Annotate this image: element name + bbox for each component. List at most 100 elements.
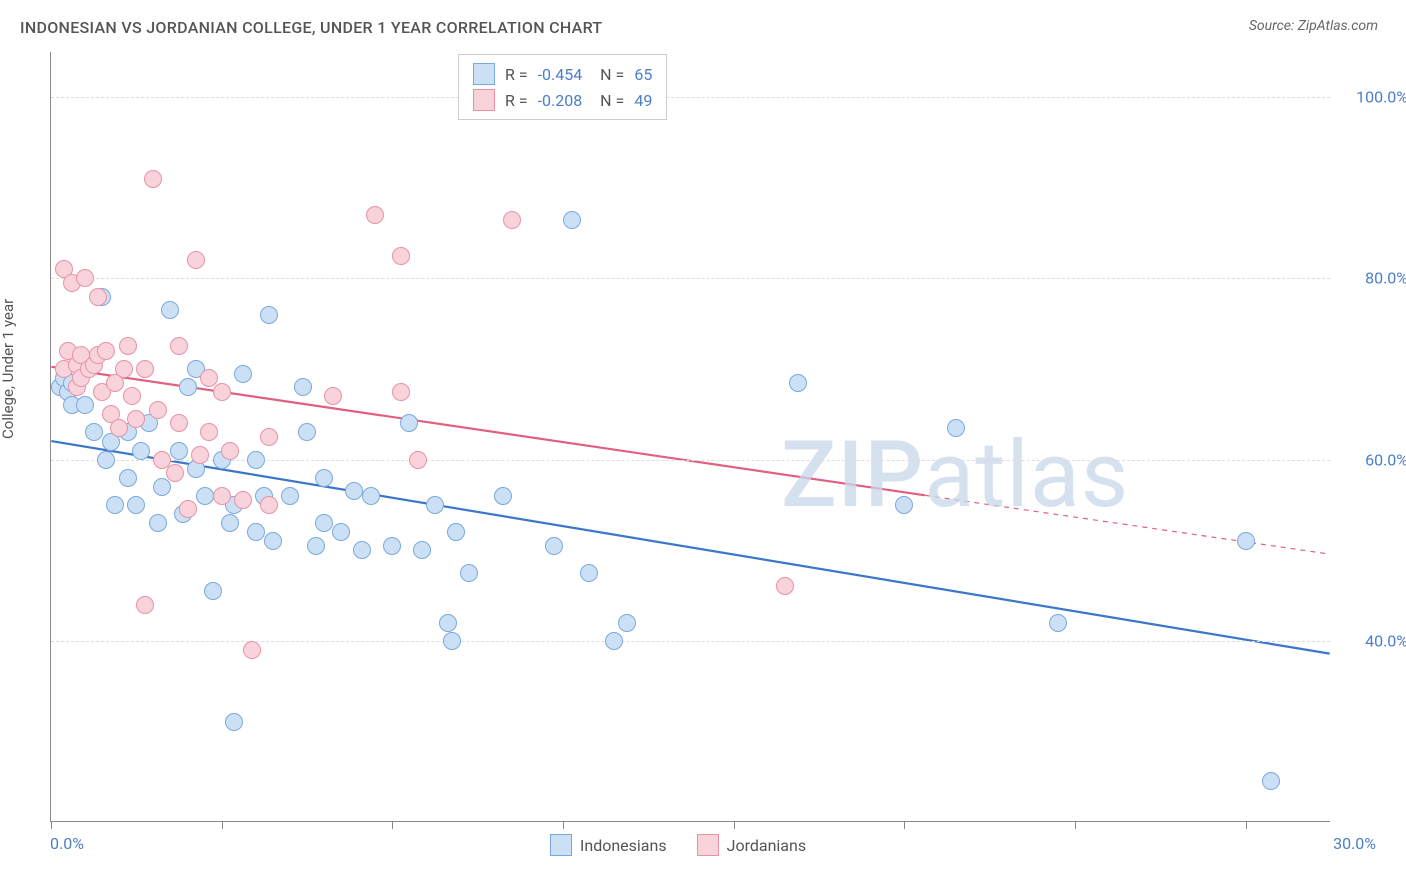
scatter-point — [447, 523, 465, 541]
trend-line — [51, 441, 1329, 654]
x-tick — [904, 821, 905, 829]
scatter-point — [400, 414, 418, 432]
scatter-point — [264, 532, 282, 550]
scatter-point — [127, 496, 145, 514]
scatter-point — [115, 360, 133, 378]
scatter-point — [503, 211, 521, 229]
scatter-point — [545, 537, 563, 555]
scatter-point — [580, 564, 598, 582]
x-tick — [1246, 821, 1247, 829]
scatter-point — [123, 387, 141, 405]
scatter-point — [345, 482, 363, 500]
scatter-point — [315, 514, 333, 532]
n-label: N = — [592, 91, 624, 110]
legend-item: Jordanians — [697, 834, 806, 856]
y-tick-label: 40.0% — [1365, 631, 1406, 650]
x-tick — [734, 821, 735, 829]
scatter-point — [85, 423, 103, 441]
scatter-point — [563, 211, 581, 229]
scatter-point — [426, 496, 444, 514]
scatter-point — [947, 419, 965, 437]
scatter-point — [89, 288, 107, 306]
scatter-point — [76, 396, 94, 414]
scatter-point — [443, 632, 461, 650]
scatter-point — [618, 614, 636, 632]
chart-title: INDONESIAN VS JORDANIAN COLLEGE, UNDER 1… — [20, 18, 602, 37]
scatter-point — [260, 428, 278, 446]
scatter-point — [392, 383, 410, 401]
scatter-point — [234, 365, 252, 383]
scatter-point — [127, 410, 145, 428]
scatter-point — [789, 374, 807, 392]
trend-line — [925, 495, 1330, 554]
legend-label: Indonesians — [580, 836, 667, 855]
scatter-point — [179, 500, 197, 518]
scatter-point — [776, 577, 794, 595]
scatter-point — [170, 337, 188, 355]
r-value: -0.208 — [538, 91, 583, 110]
scatter-point — [119, 469, 137, 487]
scatter-point — [324, 387, 342, 405]
scatter-point — [136, 360, 154, 378]
r-value: -0.454 — [538, 65, 583, 84]
scatter-point — [153, 478, 171, 496]
scatter-point — [179, 378, 197, 396]
scatter-point — [166, 464, 184, 482]
plot-area: ZIPatlas 40.0%60.0%80.0%100.0% — [50, 52, 1330, 822]
legend-swatch — [697, 834, 719, 856]
scatter-point — [149, 401, 167, 419]
scatter-point — [1237, 532, 1255, 550]
r-label: R = — [505, 65, 528, 84]
gridline — [51, 97, 1330, 98]
scatter-point — [161, 301, 179, 319]
scatter-point — [383, 537, 401, 555]
scatter-point — [221, 442, 239, 460]
scatter-point — [76, 269, 94, 287]
n-value: 65 — [634, 65, 652, 84]
x-axis-start-label: 0.0% — [50, 834, 84, 853]
scatter-point — [247, 523, 265, 541]
scatter-point — [353, 541, 371, 559]
n-label: N = — [592, 65, 624, 84]
scatter-point — [213, 383, 231, 401]
scatter-point — [97, 451, 115, 469]
scatter-point — [460, 564, 478, 582]
y-tick-label: 60.0% — [1365, 450, 1406, 469]
scatter-point — [294, 378, 312, 396]
scatter-point — [97, 342, 115, 360]
scatter-point — [191, 446, 209, 464]
scatter-point — [494, 487, 512, 505]
legend-row: R = -0.454 N = 65 — [473, 61, 652, 87]
scatter-point — [170, 442, 188, 460]
scatter-point — [221, 514, 239, 532]
x-tick — [222, 821, 223, 829]
scatter-point — [439, 614, 457, 632]
legend-swatch — [550, 834, 572, 856]
scatter-point — [200, 423, 218, 441]
scatter-point — [1262, 772, 1280, 790]
scatter-point — [196, 487, 214, 505]
scatter-point — [260, 496, 278, 514]
scatter-point — [315, 469, 333, 487]
scatter-point — [409, 451, 427, 469]
x-tick — [392, 821, 393, 829]
gridline — [51, 641, 1330, 642]
y-tick-label: 80.0% — [1365, 269, 1406, 288]
y-axis-label: College, Under 1 year — [0, 299, 17, 439]
legend-swatch — [473, 63, 495, 85]
source-attribution: Source: ZipAtlas.com — [1249, 18, 1378, 34]
scatter-point — [234, 491, 252, 509]
scatter-point — [170, 414, 188, 432]
scatter-point — [243, 641, 261, 659]
trend-lines-svg — [51, 52, 1330, 821]
legend-swatch — [473, 89, 495, 111]
scatter-point — [119, 337, 137, 355]
scatter-point — [392, 247, 410, 265]
scatter-point — [144, 170, 162, 188]
scatter-point — [136, 596, 154, 614]
scatter-point — [187, 251, 205, 269]
legend-item: Indonesians — [550, 834, 667, 856]
y-tick-label: 100.0% — [1356, 88, 1406, 107]
scatter-point — [260, 306, 278, 324]
x-tick — [51, 821, 52, 829]
